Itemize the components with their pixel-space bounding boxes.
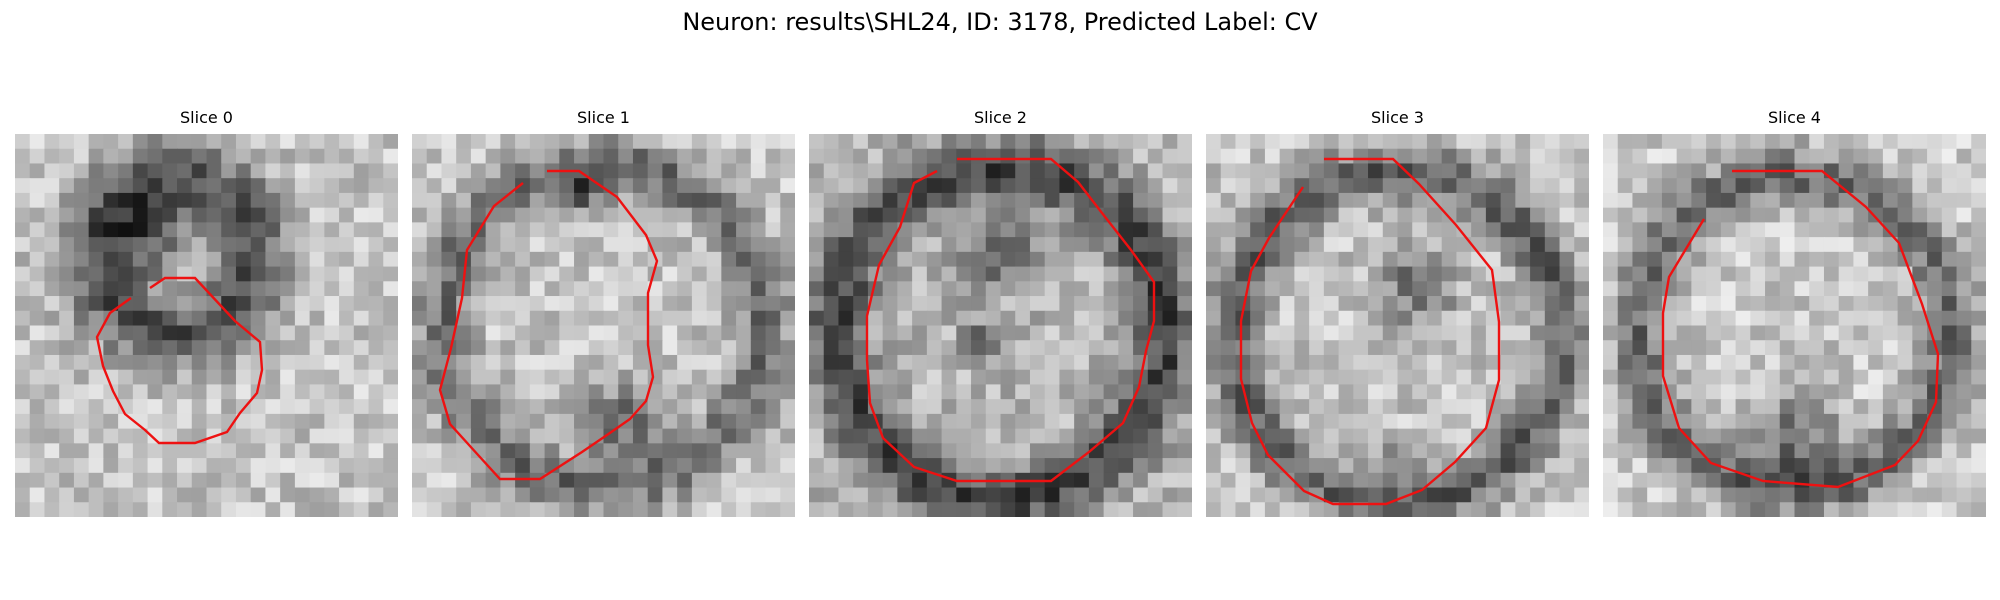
slice-image-0 (15, 134, 398, 517)
slice-title-1: Slice 1 (577, 108, 630, 127)
slice-panel-4: Slice 4 (1603, 108, 1986, 517)
slice-4-contour (1661, 169, 1940, 489)
slice-image-3 (1206, 134, 1589, 517)
slice-1-contour (438, 169, 659, 481)
slice-2-contour (865, 157, 1156, 483)
slice-title-3: Slice 3 (1371, 108, 1424, 127)
slice-image-1 (412, 134, 795, 517)
slice-image-2 (809, 134, 1192, 517)
slice-title-4: Slice 4 (1768, 108, 1821, 127)
figure-title: Neuron: results\SHL24, ID: 3178, Predict… (682, 8, 1318, 36)
slice-title-0: Slice 0 (180, 108, 233, 127)
slice-panel-0: Slice 0 (15, 108, 398, 517)
slice-panel-1: Slice 1 (412, 108, 795, 517)
slice-3-contour (1239, 157, 1501, 506)
slice-panel-2: Slice 2 (809, 108, 1192, 517)
slice-panel-3: Slice 3 (1206, 108, 1589, 517)
slice-0-contour (95, 276, 264, 445)
slice-image-4 (1603, 134, 1986, 517)
slice-title-2: Slice 2 (974, 108, 1027, 127)
